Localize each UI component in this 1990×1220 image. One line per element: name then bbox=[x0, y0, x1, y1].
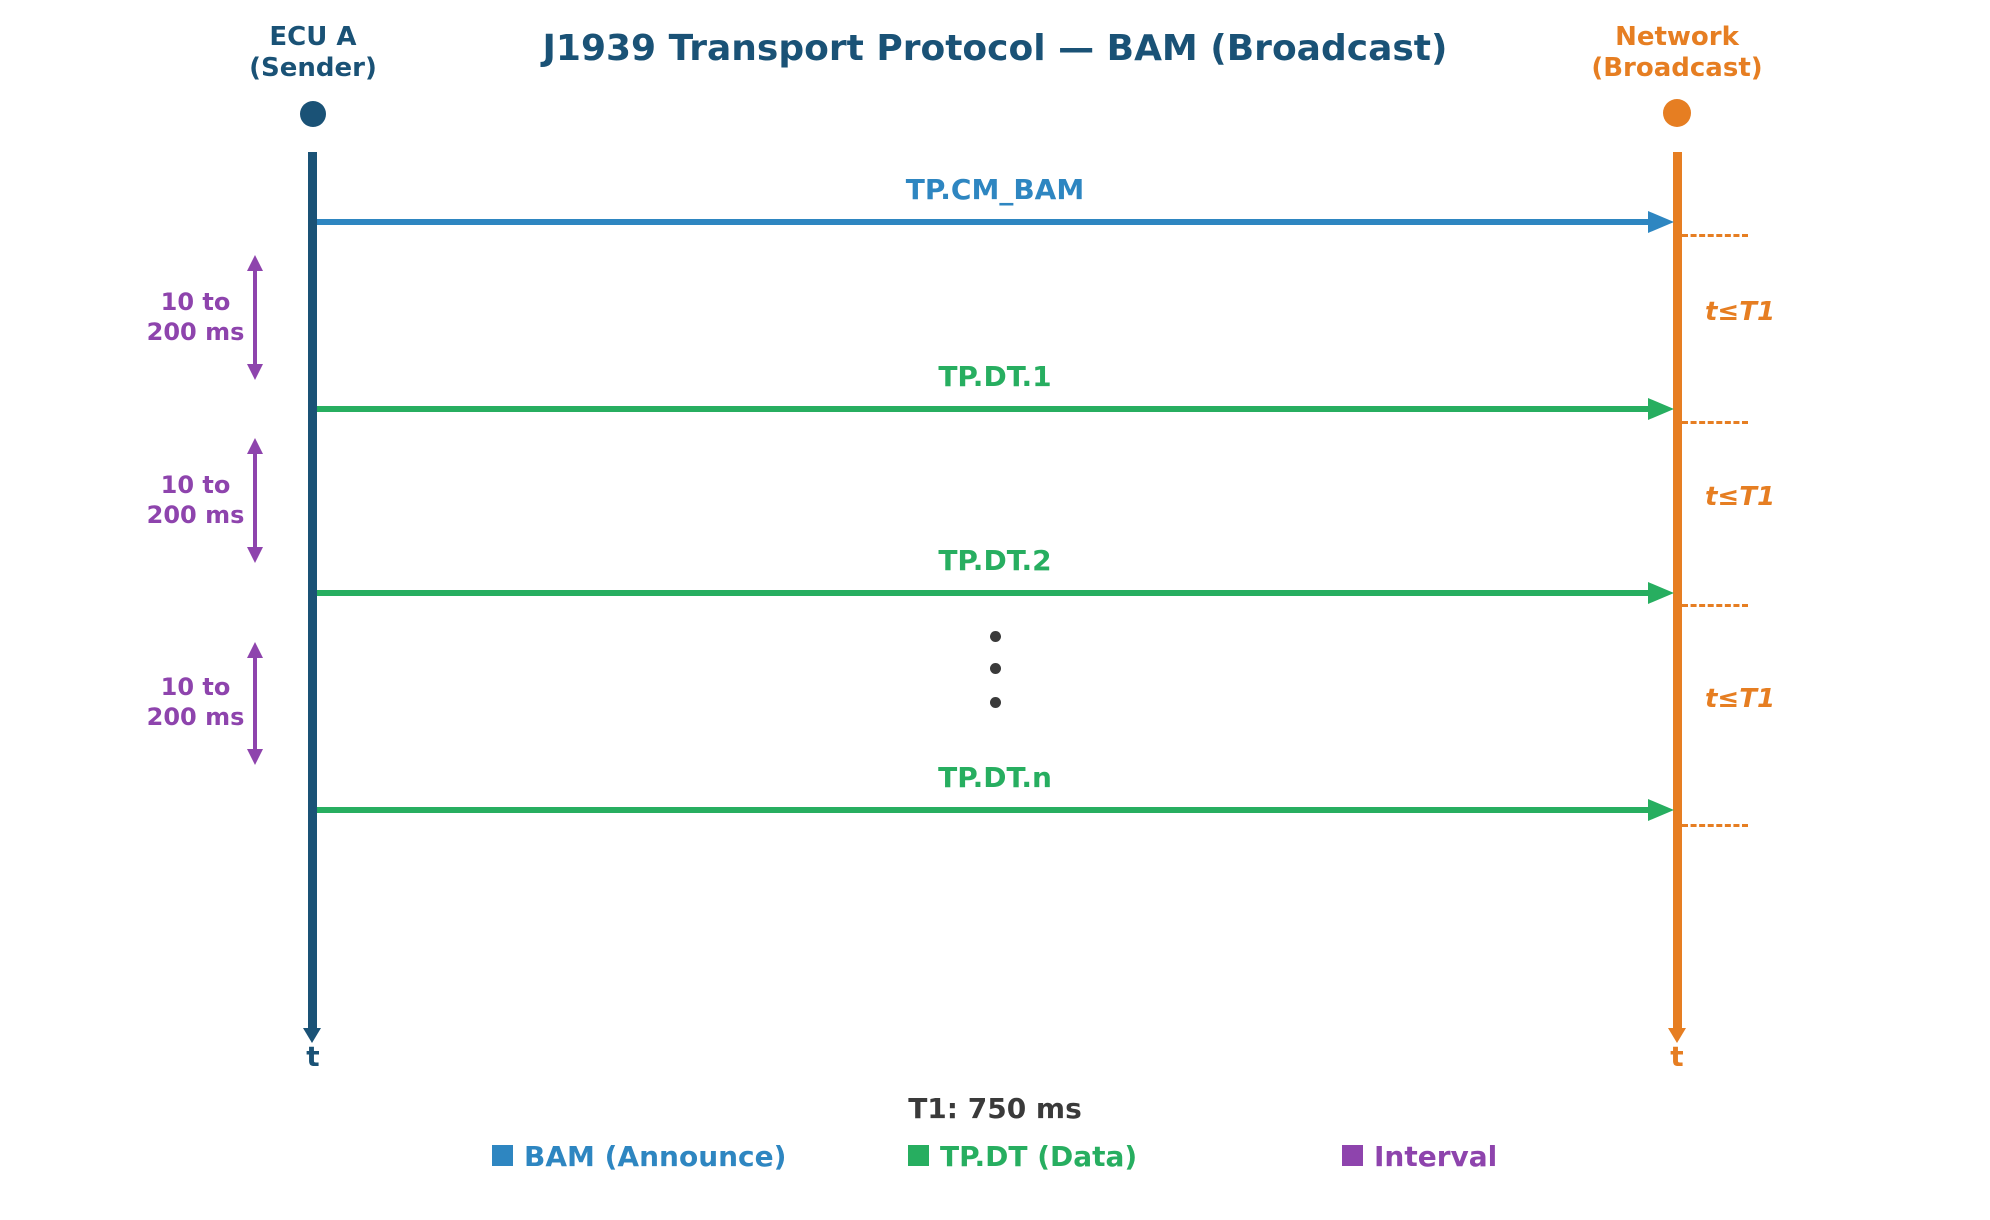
interval-arrow-icon bbox=[245, 438, 265, 563]
arrowhead-icon bbox=[1648, 398, 1674, 420]
message-arrow-tp-dt-2 bbox=[317, 590, 1650, 596]
network-lifeline bbox=[1673, 152, 1682, 1030]
ellipsis-dot-icon bbox=[990, 663, 1001, 674]
sender-lifeline-arrowhead bbox=[303, 1028, 321, 1043]
message-arrow-tp-cm-bam bbox=[317, 219, 1650, 225]
receipt-dash-mark bbox=[1682, 604, 1748, 607]
sender-name: ECU A bbox=[269, 22, 357, 52]
lifeline-header-sender: ECU A (Sender) bbox=[163, 22, 463, 84]
network-lifeline-arrowhead bbox=[1668, 1028, 1686, 1043]
interval-arrow-icon bbox=[245, 255, 265, 380]
sender-role: (Sender) bbox=[249, 53, 377, 83]
arrowhead-icon bbox=[1648, 799, 1674, 821]
message-label-tp-dt-n: TP.DT.n bbox=[938, 761, 1052, 794]
sender-lifeline bbox=[308, 152, 317, 1030]
sender-endpoint-dot bbox=[300, 101, 326, 127]
timer-footnote: T1: 750 ms bbox=[908, 1092, 1082, 1125]
arrow-down-icon bbox=[247, 547, 263, 563]
arrowhead-icon bbox=[1648, 582, 1674, 604]
legend-label: BAM (Announce) bbox=[524, 1140, 787, 1173]
message-arrow-tp-dt-1 bbox=[317, 406, 1650, 412]
lifeline-header-network: Network (Broadcast) bbox=[1527, 22, 1827, 84]
legend-swatch-icon bbox=[1342, 1145, 1363, 1166]
interval-label: 10 to 200 ms bbox=[146, 471, 245, 529]
interval-bar bbox=[253, 450, 257, 551]
arrow-up-icon bbox=[247, 642, 263, 658]
diagram-title: J1939 Transport Protocol — BAM (Broadcas… bbox=[542, 28, 1448, 69]
interval-arrow-icon bbox=[245, 642, 265, 765]
arrow-down-icon bbox=[247, 364, 263, 380]
timing-constraint-label: t≤T1 bbox=[1705, 482, 1776, 512]
network-endpoint-dot bbox=[1663, 99, 1691, 127]
ellipsis-dot-icon bbox=[990, 631, 1001, 642]
legend-item-bam: BAM (Announce) bbox=[492, 1140, 786, 1173]
timing-constraint-label: t≤T1 bbox=[1705, 297, 1776, 327]
timing-constraint-label: t≤T1 bbox=[1705, 684, 1776, 714]
legend-swatch-icon bbox=[492, 1145, 513, 1166]
arrow-up-icon bbox=[247, 438, 263, 454]
interval-bar bbox=[253, 267, 257, 368]
legend-item-interval: Interval bbox=[1342, 1140, 1497, 1173]
interval-label: 10 to 200 ms bbox=[146, 288, 245, 346]
network-role: (Broadcast) bbox=[1591, 53, 1763, 83]
interval-bar bbox=[253, 654, 257, 753]
arrowhead-icon bbox=[1648, 211, 1674, 233]
receipt-dash-mark bbox=[1682, 421, 1748, 424]
receipt-dash-mark bbox=[1682, 824, 1748, 827]
arrow-up-icon bbox=[247, 255, 263, 271]
message-label-tp-dt-1: TP.DT.1 bbox=[938, 360, 1052, 393]
legend-item-tpdt: TP.DT (Data) bbox=[908, 1140, 1137, 1173]
legend-swatch-icon bbox=[908, 1145, 929, 1166]
message-label-tp-cm-bam: TP.CM_BAM bbox=[905, 173, 1085, 206]
legend-label: Interval bbox=[1374, 1140, 1498, 1173]
network-time-axis-label: t bbox=[1670, 1040, 1684, 1073]
interval-label: 10 to 200 ms bbox=[146, 673, 245, 731]
network-name: Network bbox=[1615, 22, 1739, 52]
arrow-down-icon bbox=[247, 749, 263, 765]
message-arrow-tp-dt-n bbox=[317, 807, 1650, 813]
receipt-dash-mark bbox=[1682, 234, 1748, 237]
message-label-tp-dt-2: TP.DT.2 bbox=[938, 544, 1052, 577]
legend-label: TP.DT (Data) bbox=[940, 1140, 1138, 1173]
ellipsis-dot-icon bbox=[990, 697, 1001, 708]
sender-time-axis-label: t bbox=[306, 1040, 320, 1073]
